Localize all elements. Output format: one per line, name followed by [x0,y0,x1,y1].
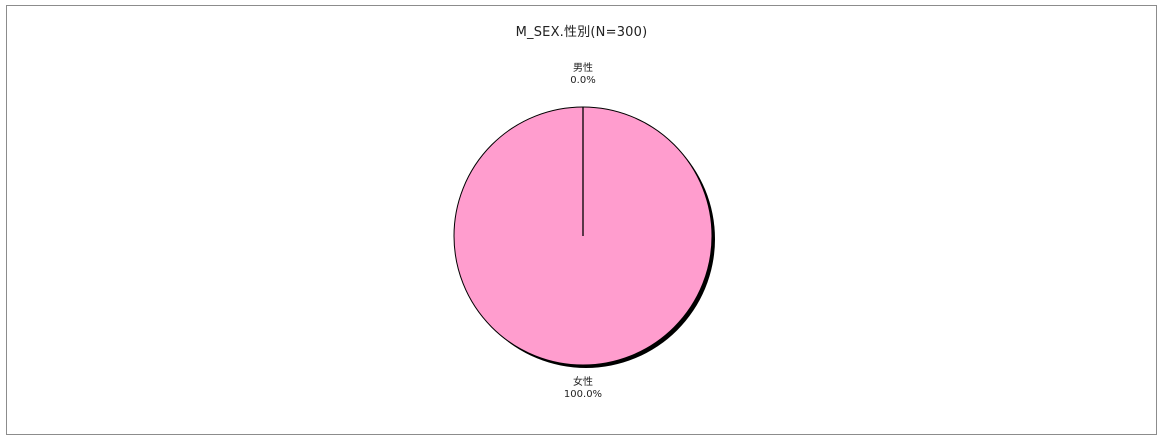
slice-value-label-0: 0.0% [570,75,595,86]
slice-value-label-1: 100.0% [564,389,602,400]
slice-label-1: 女性 [573,375,593,388]
slice-label-0: 男性 [573,61,593,74]
chart-title: M_SEX.性別(N=300) [515,25,648,40]
